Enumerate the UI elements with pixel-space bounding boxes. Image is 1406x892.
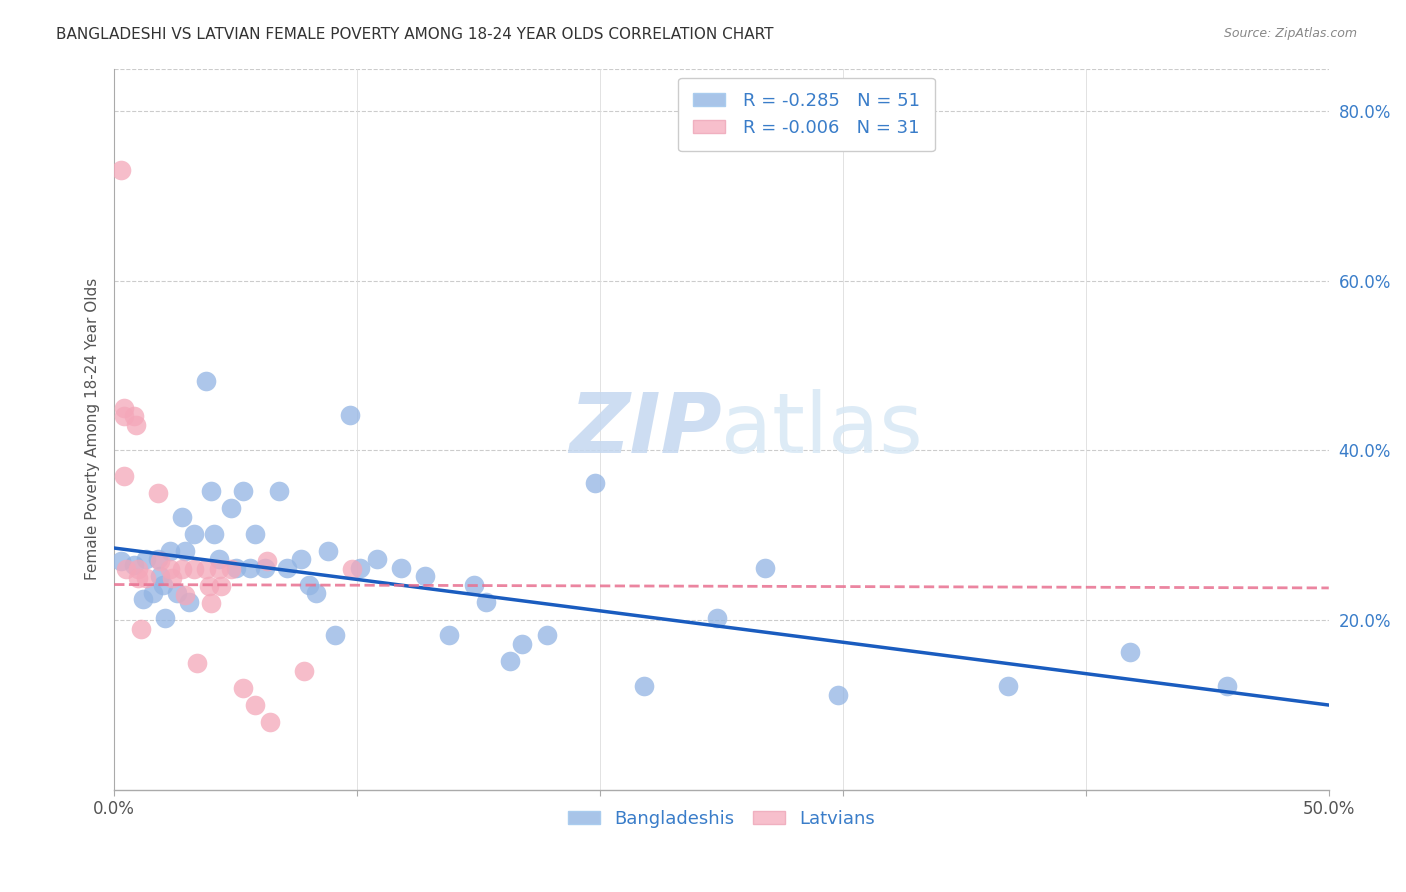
Point — [633, 679, 655, 693]
Point — [510, 637, 533, 651]
Point — [127, 562, 149, 576]
Point — [112, 409, 135, 424]
Point — [149, 569, 172, 583]
Point — [389, 560, 412, 574]
Point — [219, 562, 242, 576]
Point — [305, 586, 328, 600]
Text: Source: ZipAtlas.com: Source: ZipAtlas.com — [1223, 27, 1357, 40]
Point — [269, 484, 291, 499]
Point — [183, 526, 205, 541]
Point — [135, 571, 157, 585]
Point — [132, 591, 155, 606]
Point — [243, 526, 266, 541]
Point — [997, 679, 1019, 693]
Y-axis label: Female Poverty Among 18-24 Year Olds: Female Poverty Among 18-24 Year Olds — [86, 278, 100, 581]
Point — [366, 552, 388, 566]
Point — [339, 408, 361, 422]
Point — [200, 484, 222, 499]
Point — [202, 526, 225, 541]
Text: BANGLADESHI VS LATVIAN FEMALE POVERTY AMONG 18-24 YEAR OLDS CORRELATION CHART: BANGLADESHI VS LATVIAN FEMALE POVERTY AM… — [56, 27, 773, 42]
Point — [583, 475, 606, 490]
Point — [198, 579, 221, 593]
Point — [239, 560, 262, 574]
Point — [149, 554, 172, 568]
Point — [110, 554, 132, 568]
Point — [475, 594, 498, 608]
Point — [290, 552, 312, 566]
Point — [125, 417, 148, 432]
Point — [276, 560, 298, 574]
Point — [232, 484, 254, 499]
Point — [115, 562, 138, 576]
Point — [146, 486, 169, 500]
Point — [208, 552, 231, 566]
Point — [706, 611, 728, 625]
Point — [253, 560, 276, 574]
Point — [225, 560, 247, 574]
Point — [208, 562, 231, 576]
Point — [195, 562, 218, 576]
Point — [243, 698, 266, 712]
Point — [413, 569, 436, 583]
Point — [200, 596, 222, 610]
Point — [256, 554, 278, 568]
Point — [173, 543, 195, 558]
Point — [162, 571, 184, 585]
Point — [142, 586, 165, 600]
Point — [153, 611, 176, 625]
Point — [349, 560, 371, 574]
Point — [439, 628, 461, 642]
Point — [127, 571, 149, 585]
Point — [342, 562, 364, 576]
Point — [219, 501, 242, 516]
Point — [209, 579, 232, 593]
Point — [159, 543, 181, 558]
Point — [1216, 679, 1239, 693]
Point — [159, 562, 181, 576]
Point — [110, 163, 132, 178]
Point — [195, 374, 218, 388]
Point — [172, 509, 194, 524]
Point — [292, 664, 315, 678]
Point — [186, 656, 208, 670]
Point — [259, 714, 281, 729]
Point — [122, 409, 145, 424]
Point — [232, 681, 254, 695]
Point — [1118, 645, 1140, 659]
Legend: Bangladeshis, Latvians: Bangladeshis, Latvians — [561, 803, 883, 835]
Point — [499, 654, 522, 668]
Point — [316, 543, 339, 558]
Point — [183, 562, 205, 576]
Point — [297, 577, 319, 591]
Point — [179, 594, 201, 608]
Point — [323, 628, 346, 642]
Point — [166, 586, 188, 600]
Point — [112, 469, 135, 483]
Point — [536, 628, 558, 642]
Text: ZIP: ZIP — [569, 389, 721, 470]
Point — [172, 562, 194, 576]
Point — [173, 588, 195, 602]
Point — [827, 688, 849, 702]
Point — [146, 552, 169, 566]
Point — [754, 560, 776, 574]
Point — [463, 577, 485, 591]
Point — [152, 577, 174, 591]
Point — [135, 552, 157, 566]
Point — [129, 622, 152, 636]
Point — [112, 401, 135, 415]
Point — [122, 558, 145, 572]
Text: atlas: atlas — [721, 389, 924, 470]
